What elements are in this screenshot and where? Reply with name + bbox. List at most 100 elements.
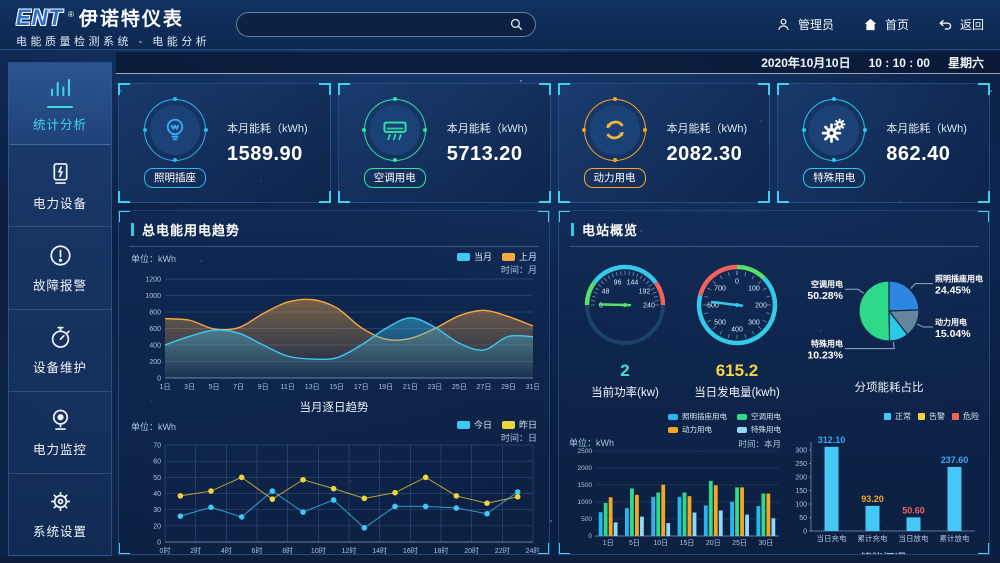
icon-ring <box>363 98 426 161</box>
legend-item[interactable]: 当月 <box>456 250 492 263</box>
legend-item[interactable]: 动力用电 <box>668 424 712 435</box>
legend-item[interactable]: 特殊用电 <box>737 424 781 435</box>
kpi-value: 2082.30 <box>666 143 743 165</box>
svg-text:9日: 9日 <box>258 383 269 391</box>
svg-text:18时: 18时 <box>434 546 449 555</box>
svg-text:200: 200 <box>755 303 767 310</box>
gear-icon <box>50 492 70 512</box>
kpi-badge: 特殊用电 <box>803 167 866 188</box>
legend-item[interactable]: 昨日 <box>501 418 537 431</box>
kpi-row: 照明插座 本月能耗（kWh) 1589.90 空调用电 本月能耗（kWh) 57… <box>118 83 990 203</box>
daily-generation-gauge-block: 0 100 200 300 400 500 600 700 615.2 当日发电量(kwh) <box>681 255 793 400</box>
svg-text:17日: 17日 <box>354 383 369 391</box>
svg-text:300: 300 <box>748 319 760 326</box>
svg-text:50.60: 50.60 <box>902 505 925 515</box>
svg-text:700: 700 <box>714 286 726 293</box>
kpi-value: 1589.90 <box>227 143 303 165</box>
legend-item[interactable]: 今日 <box>456 418 492 431</box>
kpi-metric: 本月能耗（kWh) <box>227 123 308 135</box>
stopwatch-icon <box>51 326 70 348</box>
active-underline <box>47 105 73 108</box>
svg-text:1200: 1200 <box>145 277 161 284</box>
sidebar-item-statistics[interactable]: 统计分析 <box>9 63 111 146</box>
kpi-badge: 照明插座 <box>144 167 206 188</box>
legend-item[interactable]: 照明插座用电 <box>668 411 727 422</box>
svg-text:15.04%: 15.04% <box>935 328 971 340</box>
back-button[interactable]: 返回 <box>937 16 984 33</box>
kpi-metric: 本月能耗（kWh) <box>666 123 748 135</box>
svg-text:0时: 0时 <box>160 546 171 555</box>
svg-text:27日: 27日 <box>477 383 492 391</box>
legend-item[interactable]: 危险 <box>952 411 979 422</box>
kpi-metric: 本月能耗（kWh) <box>886 123 967 135</box>
chart-legend: 当月 上月 <box>456 250 537 263</box>
sidebar-item-label: 设备维护 <box>32 361 87 376</box>
legend-item[interactable]: 空调用电 <box>737 411 781 422</box>
svg-text:50.28%: 50.28% <box>807 290 843 302</box>
air-conditioner-icon <box>383 121 407 140</box>
chart-title: 分项能耗占比 <box>854 382 924 394</box>
legend-item[interactable]: 正常 <box>884 411 911 422</box>
svg-text:25日: 25日 <box>732 539 747 547</box>
search-icon[interactable] <box>508 16 525 33</box>
gears-icon <box>822 118 846 143</box>
svg-text:93.20: 93.20 <box>861 494 884 504</box>
panel-title: 电站概览 <box>582 223 639 238</box>
kpi-card-lighting: 照明插座 本月能耗（kWh) 1589.90 <box>118 83 331 203</box>
svg-text:当日充电: 当日充电 <box>817 533 847 543</box>
chart-title: 当月逐日趋势 <box>299 402 369 414</box>
brand: ENT ® 伊诺特仪表 电能质量检测系统 - 电能分析 <box>16 4 210 49</box>
svg-text:13日: 13日 <box>305 383 320 391</box>
sidebar-item-power-equipment[interactable]: 电力设备 <box>9 145 111 228</box>
svg-text:25日: 25日 <box>452 383 467 391</box>
svg-text:5日: 5日 <box>209 383 220 391</box>
user-button[interactable]: 管理员 <box>775 16 834 33</box>
time-label: 时间：本月 <box>738 439 781 449</box>
unit-label: 单位：kWh <box>131 422 177 432</box>
datetime-bar: 2020年10月10日 10 : 10 : 00 星期六 <box>116 52 1000 74</box>
svg-text:照明插座用电: 照明插座用电 <box>935 274 983 284</box>
unit-label: 单位：kWh <box>569 438 615 448</box>
gauge-label: 当前功率(kw) <box>591 387 659 399</box>
sidebar-item-settings[interactable]: 系统设置 <box>9 474 111 555</box>
bottom-edge <box>0 556 1000 563</box>
svg-text:8时: 8时 <box>282 546 293 555</box>
sidebar-item-fault-alarm[interactable]: 故障报警 <box>9 227 111 310</box>
search-box[interactable] <box>236 12 537 37</box>
kpi-card-air-conditioning: 空调用电 本月能耗（kWh) 5713.20 <box>337 83 551 203</box>
svg-text:24时: 24时 <box>526 546 539 555</box>
svg-text:100: 100 <box>748 286 760 293</box>
svg-text:96: 96 <box>614 280 622 287</box>
sidebar-item-maintenance[interactable]: 设备维护 <box>9 310 111 392</box>
storage-overview-block: 正常 告警 危险 0 50 100 150 200 250 300 312.10 当日充电 93.20… <box>787 410 979 554</box>
svg-text:14时: 14时 <box>372 546 387 555</box>
svg-text:7日: 7日 <box>233 383 244 391</box>
app-header: ENT ® 伊诺特仪表 电能质量检测系统 - 电能分析 管理员 首页 返回 <box>0 0 1000 50</box>
svg-text:237.60: 237.60 <box>941 455 969 465</box>
chart-title: 储能概况 <box>787 550 979 554</box>
title-bar-marker <box>131 223 134 236</box>
sidebar-item-power-monitor[interactable]: 电力监控 <box>9 392 111 474</box>
kpi-card-special-usage: 特殊用电 本月能耗（kWh) 862.40 <box>777 83 990 203</box>
panel-energy-trend: 总电能用电趋势 单位：kWh 当月 上月 时间：月 0 200 400 600 800 10… <box>118 210 550 555</box>
camera-icon <box>52 409 68 431</box>
sidebar-item-label: 电力设备 <box>32 196 87 211</box>
gauge-value: 2 <box>620 361 630 380</box>
svg-text:192: 192 <box>639 288 651 295</box>
legend-item[interactable]: 上月 <box>501 250 537 263</box>
svg-text:20日: 20日 <box>706 539 721 547</box>
monthly-trend-chart: 0 200 400 600 800 1000 1200 1日 3日 5日 7日 9日 11日 13日 15日… <box>145 277 540 392</box>
svg-text:24.45%: 24.45% <box>935 285 971 297</box>
icon-ring <box>803 98 866 161</box>
divider <box>129 246 539 247</box>
panel-title: 总电能用电趋势 <box>142 223 241 238</box>
home-button[interactable]: 首页 <box>862 16 909 33</box>
svg-text:312.10: 312.10 <box>818 435 846 445</box>
svg-text:10时: 10时 <box>311 546 326 555</box>
svg-text:600: 600 <box>149 326 161 333</box>
search-input[interactable] <box>247 17 509 32</box>
legend-item[interactable]: 告警 <box>918 411 945 422</box>
user-label: 管理员 <box>797 18 834 32</box>
svg-text:21日: 21日 <box>403 383 418 391</box>
